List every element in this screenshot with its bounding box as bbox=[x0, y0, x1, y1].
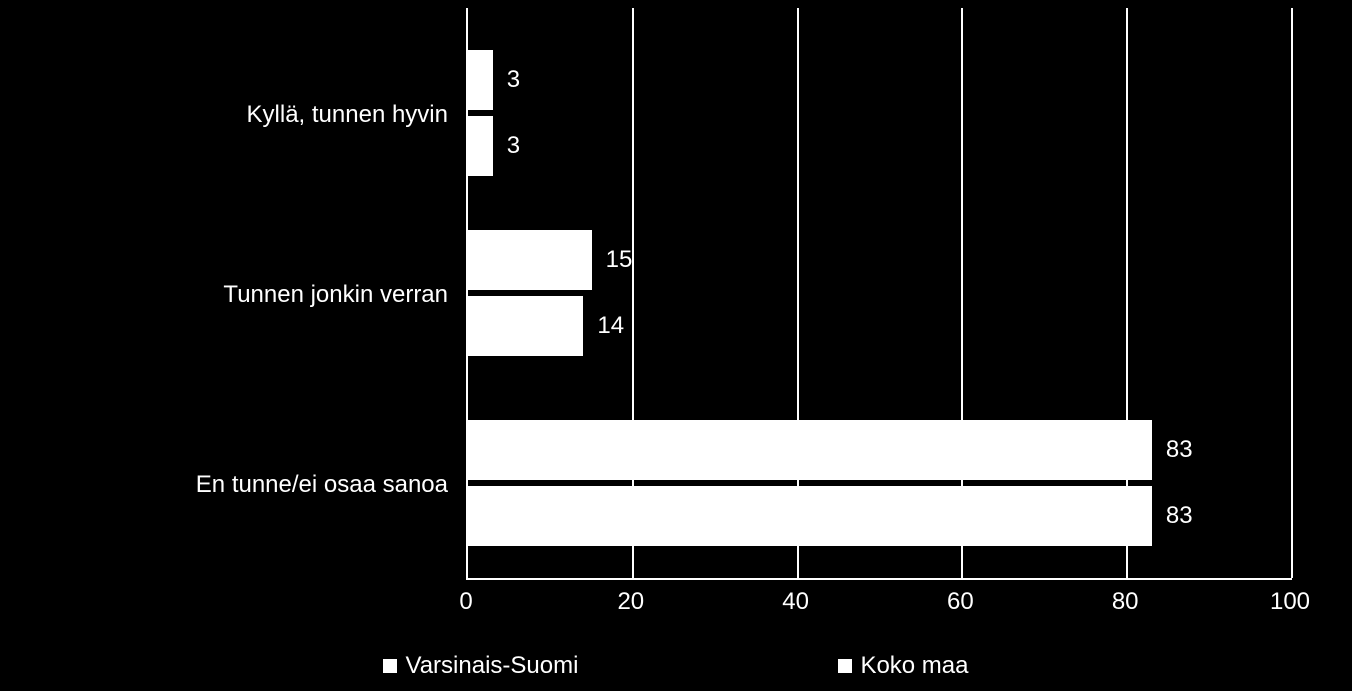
bar-value-label: 15 bbox=[606, 248, 633, 272]
bar-value-label: 83 bbox=[1166, 438, 1193, 462]
bar-koko-maa bbox=[468, 296, 583, 356]
x-tick-label: 60 bbox=[947, 590, 974, 614]
gridline bbox=[1291, 8, 1293, 578]
legend-label: Varsinais-Suomi bbox=[405, 652, 578, 680]
x-tick-label: 40 bbox=[782, 590, 809, 614]
legend-item: Koko maa bbox=[838, 652, 968, 680]
x-tick-label: 20 bbox=[617, 590, 644, 614]
bar-koko-maa bbox=[468, 116, 493, 176]
bar-varsinais-suomi bbox=[468, 420, 1152, 480]
x-tick-label: 100 bbox=[1270, 590, 1310, 614]
y-category-label: Kyllä, tunnen hyvin bbox=[247, 101, 448, 130]
bar-value-label: 83 bbox=[1166, 504, 1193, 528]
bar-value-label: 3 bbox=[507, 134, 520, 158]
legend-swatch-icon bbox=[838, 659, 852, 673]
y-category-label: En tunne/ei osaa sanoa bbox=[196, 471, 448, 500]
x-tick-label: 0 bbox=[459, 590, 472, 614]
legend-swatch-icon bbox=[383, 659, 397, 673]
plot-area: 3 3 15 14 83 83 bbox=[466, 8, 1292, 580]
chart-container: 3 3 15 14 83 83 Kyllä, tunnen hyvin Tunnen jon… bbox=[0, 0, 1352, 691]
bar-value-label: 3 bbox=[507, 68, 520, 92]
bar-value-label: 14 bbox=[597, 314, 624, 338]
x-tick-label: 80 bbox=[1112, 590, 1139, 614]
legend-item: Varsinais-Suomi bbox=[383, 652, 578, 680]
legend-label: Koko maa bbox=[860, 652, 968, 680]
bar-varsinais-suomi bbox=[468, 50, 493, 110]
bar-koko-maa bbox=[468, 486, 1152, 546]
bar-varsinais-suomi bbox=[468, 230, 592, 290]
y-category-label: Tunnen jonkin verran bbox=[223, 281, 448, 310]
chart-legend: Varsinais-Suomi Koko maa bbox=[0, 652, 1352, 680]
